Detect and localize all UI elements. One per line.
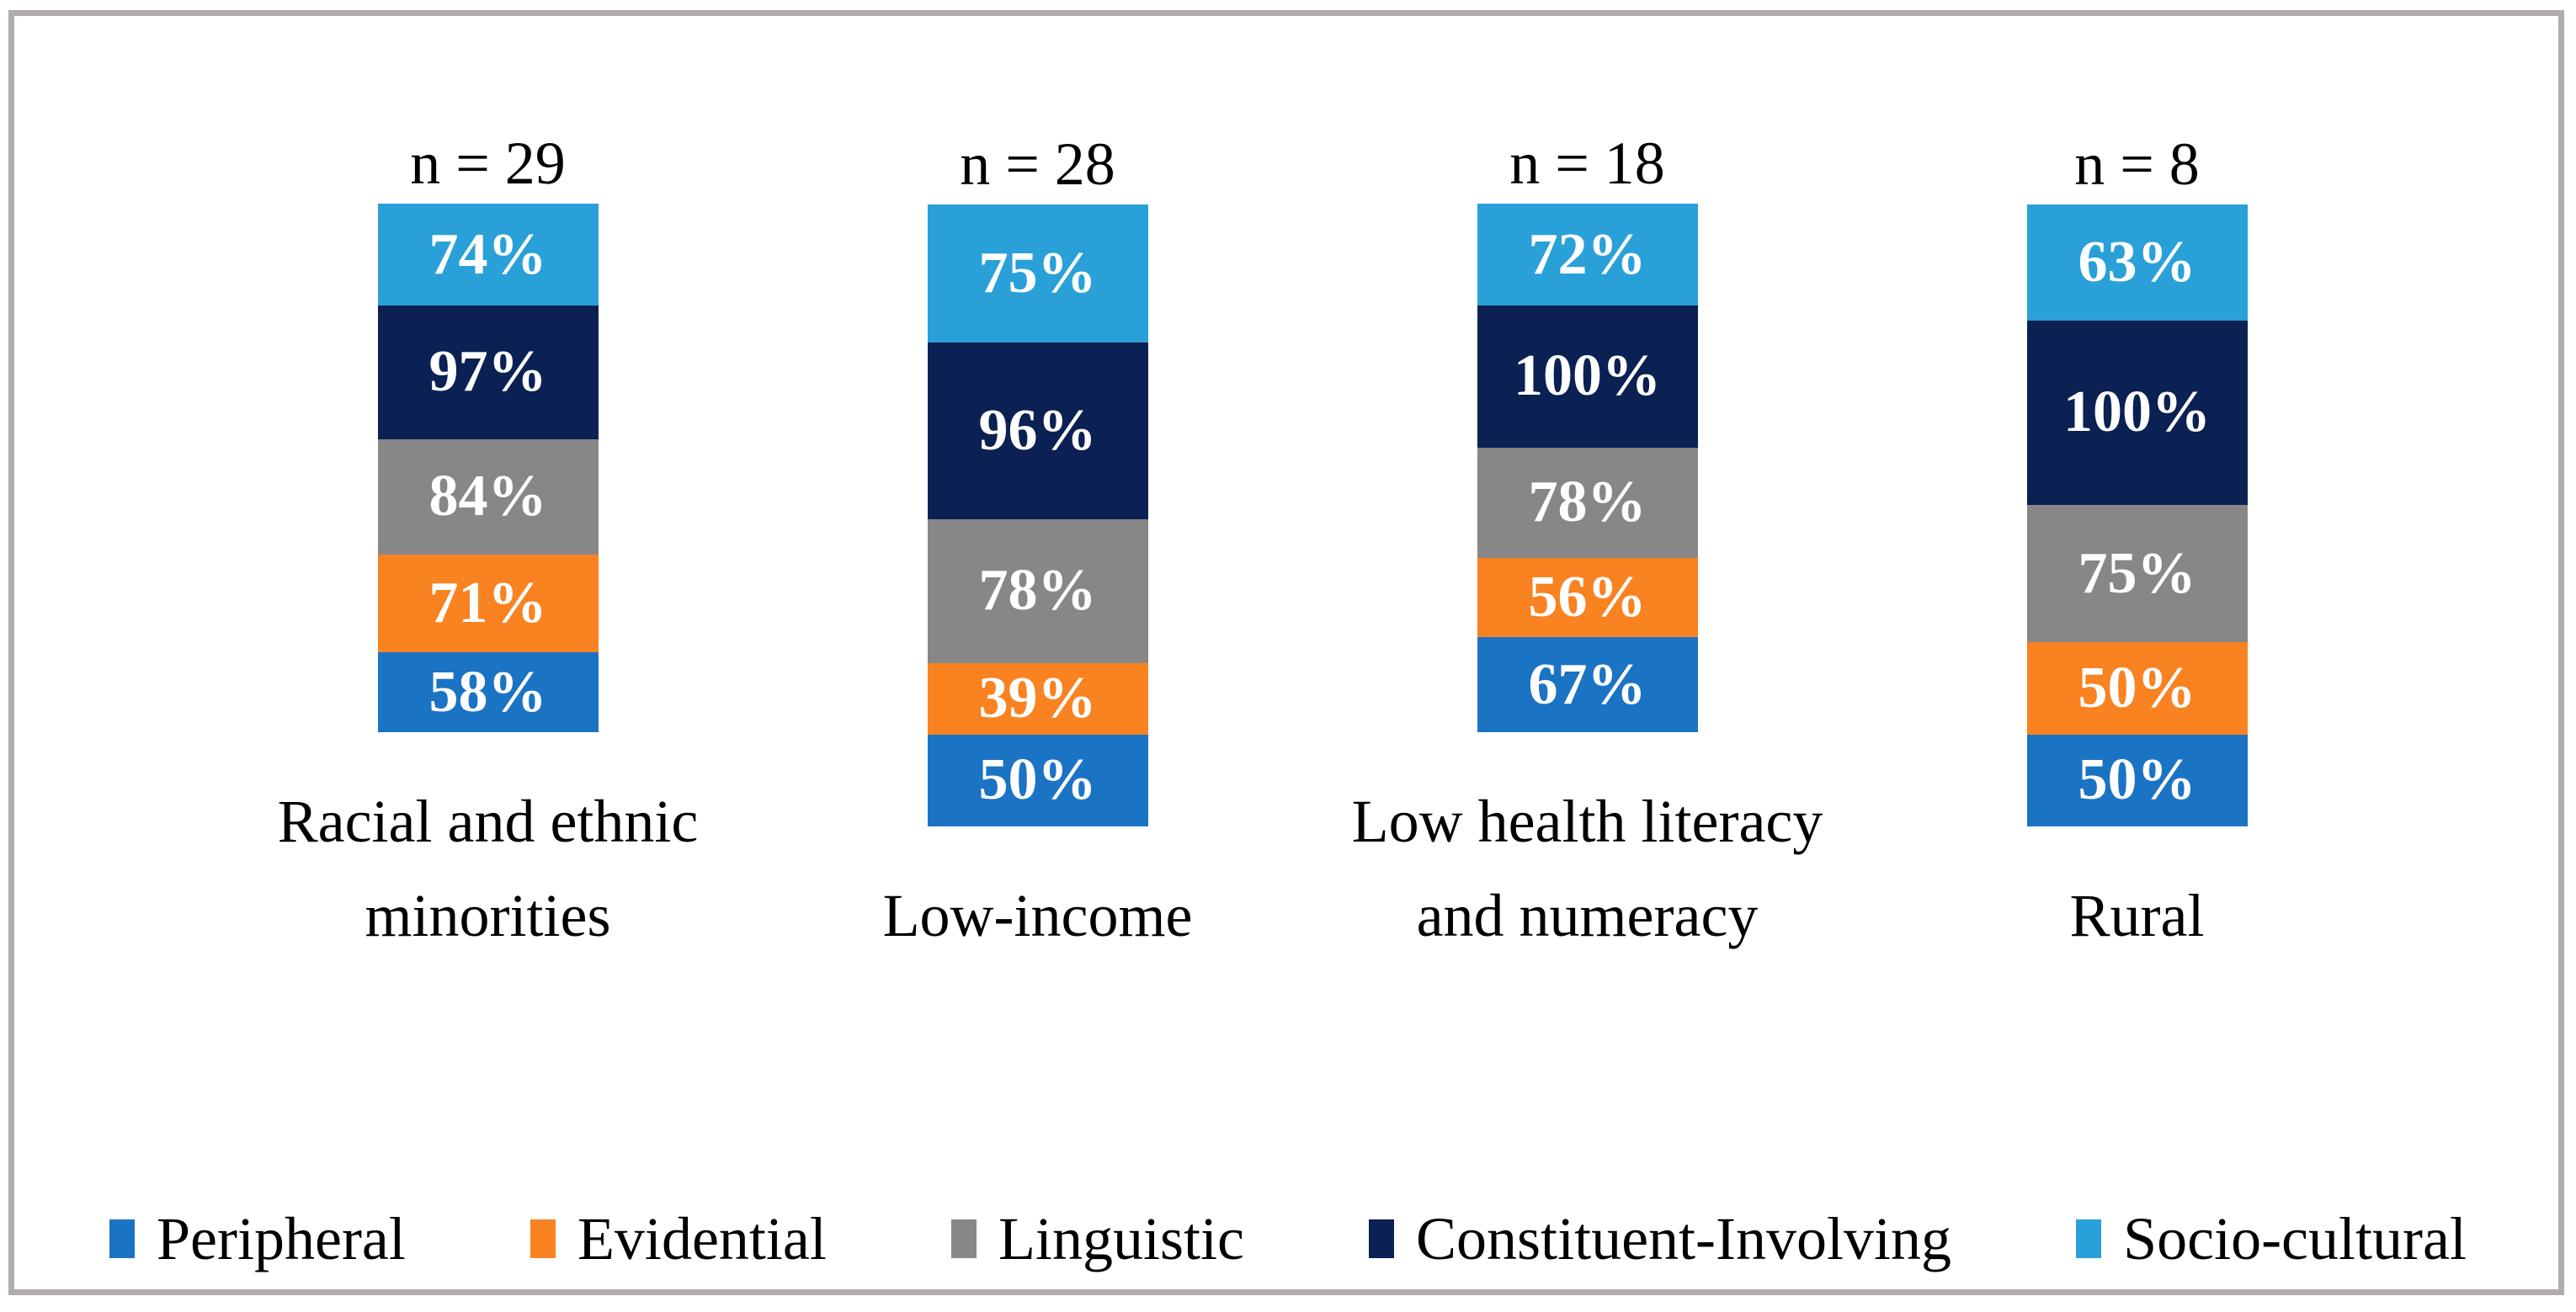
bar-segment-linguistic: 75% bbox=[2026, 504, 2248, 643]
bar-segment-peripheral: 50% bbox=[927, 734, 1148, 827]
legend: Peripheral Evidential Linguistic Constituen… bbox=[109, 1198, 2467, 1279]
segment-value-label: 75% bbox=[2078, 540, 2196, 606]
bar-segment-constituent-involving: 96% bbox=[927, 343, 1148, 520]
segment-value-label: 56% bbox=[1528, 565, 1647, 630]
legend-swatch-socio-cultural bbox=[2076, 1219, 2102, 1258]
legend-swatch-constituent-involving bbox=[1369, 1219, 1395, 1258]
segment-value-label: 67% bbox=[1528, 651, 1647, 717]
segment-value-label: 100% bbox=[1514, 343, 1661, 409]
category-label: Low health literacy and numeracy bbox=[1351, 788, 1823, 949]
segment-value-label: 50% bbox=[2078, 656, 2196, 721]
bar-segment-constituent-involving: 100% bbox=[1477, 305, 1698, 448]
bar-segment-socio-cultural: 74% bbox=[377, 204, 599, 306]
legend-label: Evidential bbox=[577, 1205, 827, 1272]
legend-swatch-linguistic bbox=[950, 1219, 977, 1258]
bar-segment-constituent-involving: 100% bbox=[2026, 321, 2248, 505]
figure-border bbox=[8, 10, 2564, 1295]
stacked-bar: 75% 96% 78% 39% 50% bbox=[927, 205, 1148, 827]
segment-value-label: 78% bbox=[978, 558, 1097, 624]
bar-segment-evidential: 71% bbox=[377, 555, 599, 653]
bar-column: n = 8 63% 100% 75% 50% 50% Rural bbox=[1862, 133, 2412, 963]
bar-column: n = 29 74% 97% 84% 71% 58% Racial and ethnic m… bbox=[213, 133, 763, 963]
segment-value-label: 78% bbox=[1528, 470, 1647, 535]
bar-segment-socio-cultural: 75% bbox=[927, 205, 1148, 343]
bar-n-label: n = 18 bbox=[1509, 130, 1665, 197]
bar-segment-evidential: 56% bbox=[1477, 557, 1698, 638]
bar-segment-linguistic: 78% bbox=[1477, 447, 1698, 558]
category-label: Rural bbox=[2069, 882, 2205, 949]
segment-value-label: 50% bbox=[978, 747, 1097, 813]
bar-column: n = 28 75% 96% 78% 39% 50% Low-income bbox=[763, 133, 1312, 963]
legend-item-evidential: Evidential bbox=[530, 1208, 827, 1269]
stacked-bar: 63% 100% 75% 50% 50% bbox=[2026, 205, 2248, 826]
bar-segment-peripheral: 50% bbox=[2026, 734, 2248, 826]
segment-value-label: 74% bbox=[428, 221, 547, 287]
segment-value-label: 97% bbox=[428, 339, 547, 405]
legend-label: Peripheral bbox=[157, 1205, 406, 1272]
bar-segment-socio-cultural: 63% bbox=[2026, 205, 2248, 321]
bar-segment-linguistic: 78% bbox=[927, 519, 1148, 663]
segment-value-label: 100% bbox=[2063, 380, 2211, 445]
segment-value-label: 96% bbox=[978, 398, 1097, 464]
stacked-bar: 74% 97% 84% 71% 58% bbox=[377, 204, 599, 732]
segment-value-label: 72% bbox=[1528, 221, 1647, 287]
segment-value-label: 58% bbox=[428, 659, 547, 725]
segment-value-label: 63% bbox=[2078, 230, 2196, 295]
legend-swatch-peripheral bbox=[109, 1219, 135, 1258]
segment-value-label: 50% bbox=[2078, 747, 2196, 813]
chart-columns: n = 29 74% 97% 84% 71% 58% Racial and ethnic m… bbox=[213, 133, 2412, 963]
bar-segment-evidential: 39% bbox=[927, 662, 1148, 735]
bar-segment-evidential: 50% bbox=[2026, 642, 2248, 735]
bar-segment-socio-cultural: 72% bbox=[1477, 204, 1698, 306]
legend-item-constituent-involving: Constituent-Involving bbox=[1369, 1208, 1951, 1269]
segment-value-label: 71% bbox=[428, 571, 547, 636]
bar-column: n = 18 72% 100% 78% 56% 67% Low health literac… bbox=[1312, 133, 1862, 963]
bar-segment-peripheral: 58% bbox=[377, 652, 599, 732]
bar-segment-peripheral: 67% bbox=[1477, 637, 1698, 732]
bar-n-label: n = 28 bbox=[960, 130, 1115, 199]
bar-segment-constituent-involving: 97% bbox=[377, 305, 599, 439]
legend-item-peripheral: Peripheral bbox=[109, 1208, 406, 1269]
legend-label: Constituent-Involving bbox=[1416, 1205, 1951, 1272]
legend-item-socio-cultural: Socio-cultural bbox=[2076, 1208, 2467, 1269]
bar-n-label: n = 8 bbox=[2074, 130, 2200, 199]
bar-segment-linguistic: 84% bbox=[377, 438, 599, 555]
legend-label: Linguistic bbox=[998, 1205, 1244, 1272]
segment-value-label: 39% bbox=[978, 666, 1097, 731]
segment-value-label: 75% bbox=[978, 241, 1097, 306]
segment-value-label: 84% bbox=[428, 464, 547, 529]
legend-swatch-evidential bbox=[530, 1219, 556, 1258]
category-label: Racial and ethnic minorities bbox=[277, 788, 699, 949]
legend-item-linguistic: Linguistic bbox=[950, 1205, 1244, 1272]
bar-n-label: n = 29 bbox=[410, 130, 566, 197]
category-label: Low-income bbox=[882, 882, 1193, 949]
stacked-bar: 72% 100% 78% 56% 67% bbox=[1477, 204, 1698, 732]
legend-label: Socio-cultural bbox=[2123, 1205, 2467, 1272]
